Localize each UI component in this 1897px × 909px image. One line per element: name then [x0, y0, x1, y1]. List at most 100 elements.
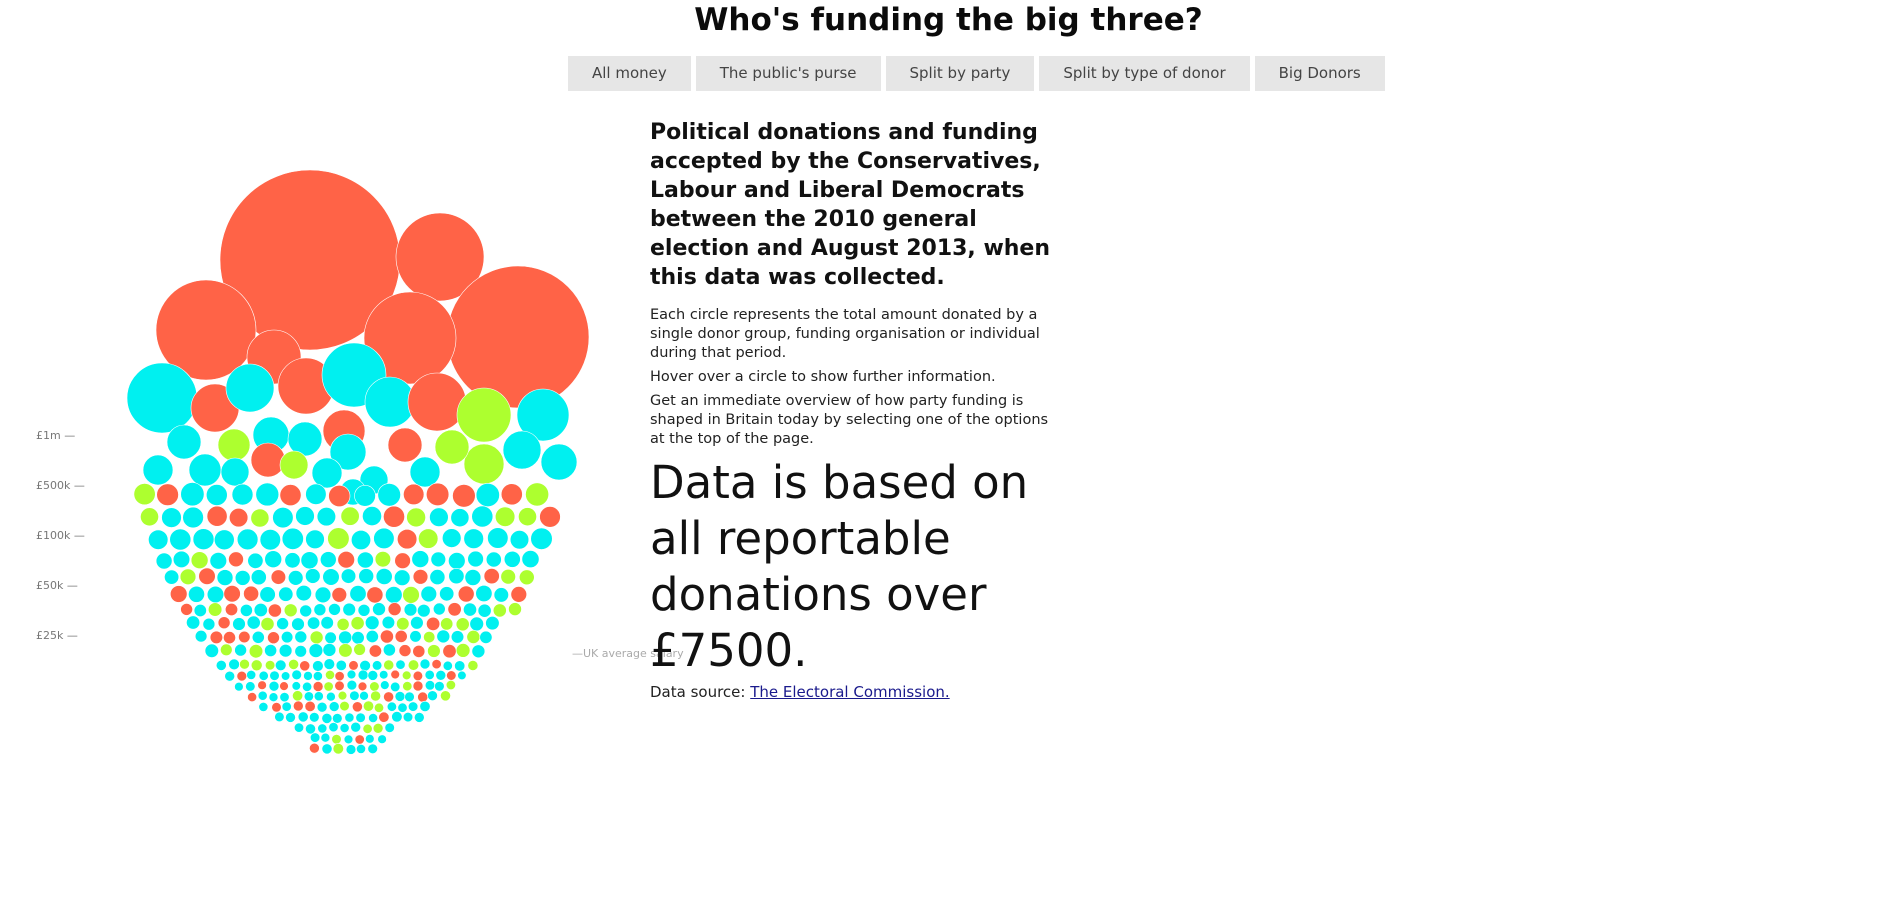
- donor-bubble[interactable]: [426, 482, 450, 507]
- donor-bubble[interactable]: [305, 568, 321, 584]
- donor-bubble[interactable]: [485, 615, 500, 631]
- donor-bubble[interactable]: [279, 484, 302, 507]
- donor-bubble[interactable]: [338, 630, 353, 645]
- donor-bubble[interactable]: [243, 585, 259, 602]
- donor-bubble[interactable]: [456, 387, 512, 443]
- donor-bubble[interactable]: [148, 529, 169, 550]
- donor-bubble[interactable]: [300, 551, 319, 570]
- donor-bubble[interactable]: [312, 671, 323, 681]
- donor-bubble[interactable]: [281, 527, 304, 550]
- donor-bubble[interactable]: [225, 602, 239, 616]
- donor-bubble[interactable]: [327, 527, 350, 550]
- donor-bubble[interactable]: [417, 604, 431, 618]
- donor-bubble[interactable]: [250, 508, 270, 528]
- donor-bubble[interactable]: [435, 669, 447, 681]
- donor-bubble[interactable]: [202, 617, 216, 631]
- donor-bubble[interactable]: [279, 681, 289, 691]
- donor-bubble[interactable]: [448, 552, 466, 570]
- donor-bubble[interactable]: [373, 702, 384, 713]
- donor-bubble[interactable]: [271, 702, 282, 713]
- donor-bubble[interactable]: [446, 670, 457, 681]
- donor-bubble[interactable]: [251, 630, 265, 644]
- donor-bubble[interactable]: [463, 528, 484, 549]
- donor-bubble[interactable]: [375, 568, 393, 585]
- donor-bubble[interactable]: [283, 603, 298, 618]
- donor-bubble[interactable]: [247, 692, 257, 702]
- donor-bubble[interactable]: [328, 603, 341, 616]
- donor-bubble[interactable]: [540, 443, 578, 481]
- donor-bubble[interactable]: [246, 670, 257, 680]
- donor-bubble[interactable]: [357, 603, 371, 617]
- donor-bubble[interactable]: [363, 291, 457, 385]
- donor-bubble[interactable]: [193, 603, 207, 617]
- donor-bubble[interactable]: [429, 569, 446, 585]
- donor-bubble[interactable]: [155, 552, 173, 570]
- donor-bubble[interactable]: [269, 670, 280, 681]
- donor-bubble[interactable]: [475, 482, 500, 507]
- donor-bubble[interactable]: [307, 616, 321, 630]
- donor-bubble[interactable]: [229, 508, 249, 528]
- donor-bubble[interactable]: [503, 550, 521, 568]
- donor-bubble[interactable]: [354, 734, 365, 745]
- donor-bubble[interactable]: [302, 681, 313, 692]
- donor-bubble[interactable]: [500, 483, 523, 506]
- donor-bubble[interactable]: [508, 602, 522, 616]
- donor-bubble[interactable]: [413, 712, 425, 723]
- donor-bubble[interactable]: [378, 711, 390, 723]
- donor-bubble[interactable]: [231, 483, 254, 506]
- donor-bubble[interactable]: [206, 585, 225, 604]
- donor-bubble[interactable]: [387, 427, 423, 463]
- donor-bubble[interactable]: [258, 702, 269, 712]
- donor-bubble[interactable]: [338, 643, 353, 658]
- donor-bubble[interactable]: [402, 586, 420, 604]
- donor-bubble[interactable]: [427, 690, 438, 702]
- donor-bubble[interactable]: [368, 644, 382, 658]
- donor-bubble[interactable]: [292, 700, 304, 712]
- donor-bubble[interactable]: [366, 586, 384, 604]
- donor-bubble[interactable]: [403, 603, 418, 617]
- donor-bubble[interactable]: [192, 528, 215, 551]
- donor-bubble[interactable]: [198, 567, 216, 585]
- donor-bubble[interactable]: [332, 713, 343, 724]
- donor-bubble[interactable]: [217, 428, 251, 462]
- donor-bubble[interactable]: [293, 722, 304, 733]
- donor-bubble[interactable]: [232, 617, 246, 631]
- donor-bubble[interactable]: [385, 586, 403, 604]
- donor-bubble[interactable]: [312, 681, 324, 692]
- donor-bubble[interactable]: [238, 630, 251, 644]
- donor-bubble[interactable]: [442, 660, 453, 671]
- donor-bubble[interactable]: [397, 529, 418, 550]
- donor-bubble[interactable]: [434, 429, 470, 465]
- donor-bubble[interactable]: [379, 629, 394, 644]
- donor-bubble[interactable]: [509, 530, 530, 550]
- donor-bubble[interactable]: [386, 701, 397, 712]
- donor-bubble[interactable]: [450, 630, 465, 644]
- donor-bubble[interactable]: [337, 690, 348, 701]
- donor-bubble[interactable]: [500, 569, 516, 585]
- donor-bubble[interactable]: [267, 631, 280, 645]
- donor-bubble[interactable]: [179, 568, 197, 585]
- donor-bubble[interactable]: [384, 722, 395, 733]
- donor-bubble[interactable]: [418, 528, 439, 549]
- donor-bubble[interactable]: [259, 586, 276, 603]
- donor-bubble[interactable]: [303, 671, 313, 681]
- donor-bubble[interactable]: [331, 734, 342, 745]
- donor-bubble[interactable]: [336, 618, 350, 631]
- donor-bubble[interactable]: [291, 669, 302, 681]
- donor-bubble[interactable]: [268, 692, 279, 703]
- donor-bubble[interactable]: [390, 681, 401, 693]
- donor-bubble[interactable]: [288, 659, 299, 670]
- donor-bubble[interactable]: [214, 529, 235, 551]
- donor-bubble[interactable]: [321, 743, 333, 755]
- donor-bubble[interactable]: [409, 630, 422, 643]
- donor-bubble[interactable]: [343, 734, 354, 745]
- donor-bubble[interactable]: [417, 691, 429, 703]
- donor-bubble[interactable]: [220, 643, 233, 656]
- donor-bubble[interactable]: [267, 603, 282, 618]
- all-money-button[interactable]: All money: [568, 56, 691, 91]
- donor-bubble[interactable]: [381, 615, 396, 630]
- donor-bubble[interactable]: [467, 550, 484, 568]
- donor-bubble[interactable]: [204, 643, 219, 658]
- donor-bubble[interactable]: [257, 680, 267, 690]
- donor-bubble[interactable]: [217, 616, 231, 630]
